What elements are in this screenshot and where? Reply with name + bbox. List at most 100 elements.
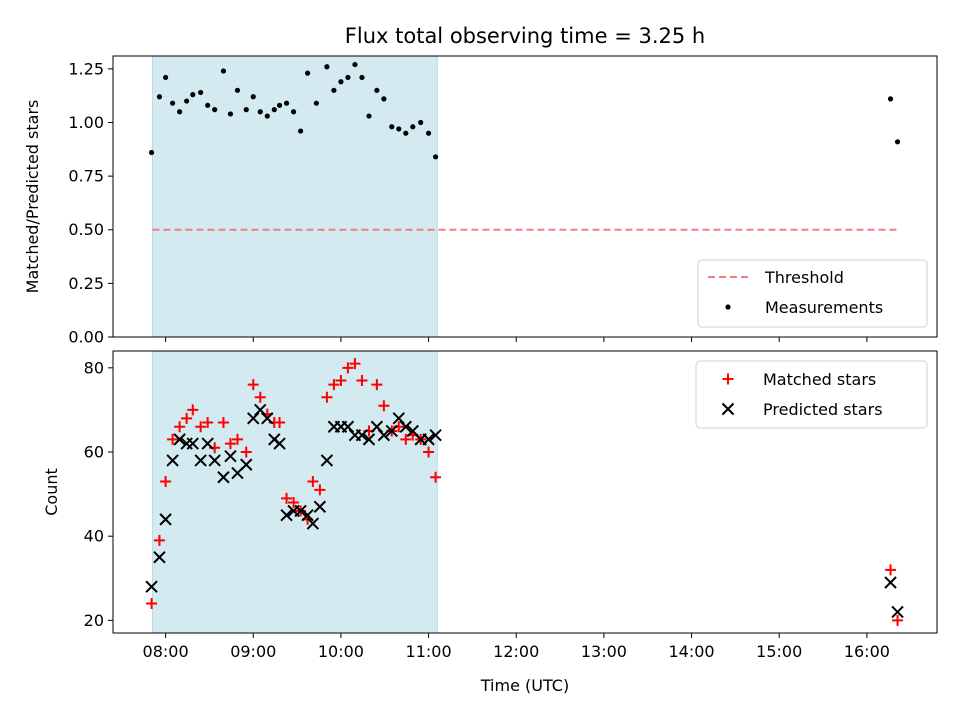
predicted-star-point [145, 580, 158, 593]
predicted-star-point [153, 551, 166, 564]
legend-measurements-label: Measurements [765, 298, 883, 317]
matched-star-point [160, 475, 172, 487]
predicted-star-point [294, 504, 307, 518]
measurement-point [290, 109, 297, 115]
matched-star-point [342, 362, 354, 374]
legend-box [695, 360, 928, 429]
measurement-point [894, 139, 901, 145]
bottom-y-tick-label: 60 [84, 443, 104, 462]
legend-threshold-label: Threshold [764, 268, 844, 287]
matched-star-point [400, 433, 412, 445]
top-y-tick-label: 0.00 [68, 328, 104, 347]
legend-predicted-label: Predicted stars [763, 400, 883, 419]
predicted-star-point [159, 513, 172, 526]
top-plot-frame [112, 55, 938, 338]
measurement-point [243, 107, 249, 113]
predicted-star-point [186, 437, 199, 450]
legend-predicted-swatch [721, 402, 735, 416]
measurement-point [352, 61, 358, 68]
chart-title: Flux total observing time = 3.25 h [345, 24, 705, 48]
measurement-point [418, 119, 424, 126]
measurement-point [324, 64, 330, 70]
matched-star-point [328, 379, 340, 391]
top-y-tick-label: 0.50 [68, 220, 104, 239]
matched-star-point [885, 564, 897, 576]
measurement-point [205, 102, 211, 108]
predicted-star-point [166, 454, 179, 467]
predicted-star-point [362, 433, 376, 446]
measurement-point [283, 100, 290, 106]
bottom-plot-frame [112, 350, 938, 634]
matched-star-point [224, 438, 236, 450]
measurement-point [220, 68, 227, 74]
x-tick-label: 14:00 [668, 642, 714, 661]
matched-star-point [314, 484, 326, 496]
predicted-star-point [399, 420, 412, 433]
measurement-point [338, 79, 344, 85]
matched-star-point [378, 400, 390, 412]
predicted-star-point [377, 428, 391, 442]
predicted-star-point [273, 437, 286, 450]
legend-matched-swatch [722, 373, 734, 385]
measurement-point [366, 113, 372, 119]
measurement-point [190, 92, 196, 98]
matched-star-point [167, 433, 179, 445]
matched-star-point [892, 614, 904, 626]
measurement-point [410, 124, 416, 130]
predicted-star-point [429, 428, 442, 442]
measurement-point [297, 128, 304, 134]
top-y-axis-label: Matched/Predicted stars [23, 100, 42, 294]
matched-star-point [371, 379, 383, 391]
measurement-point [234, 87, 241, 93]
legend-matched-label: Matched stars [763, 370, 876, 389]
bottom-y-tick-label: 80 [84, 358, 104, 377]
matched-star-point [217, 417, 229, 429]
predicted-star-point [208, 454, 221, 467]
predicted-star-point [422, 433, 435, 446]
bottom-observing-window-shade [151, 350, 438, 634]
predicted-star-point [194, 454, 207, 467]
measurement-point [425, 130, 432, 136]
x-tick-label: 11:00 [406, 642, 452, 661]
measurement-point [156, 94, 163, 100]
predicted-star-point [217, 471, 230, 484]
measurement-point [264, 113, 270, 119]
matched-star-point [195, 421, 207, 433]
bottom-panel: 20 40 60 80 08:00 09:00 10:00 11:00 12:00 13:00 1… [42, 350, 938, 695]
measurement-point [359, 74, 365, 81]
top-observing-window-shade [151, 55, 438, 338]
matched-star-point [430, 471, 442, 483]
measurement-point [887, 96, 894, 102]
matched-star-point [288, 497, 300, 509]
measurement-point [432, 154, 439, 160]
measurement-point [389, 124, 395, 130]
legend-measurements-swatch [725, 304, 731, 310]
top-y-tick-label: 1.00 [68, 113, 104, 132]
matched-star-point [174, 421, 186, 433]
top-legend: Threshold Measurements [697, 259, 928, 328]
measurement-point [403, 130, 409, 136]
matched-star-point [254, 391, 266, 403]
predicted-star-point [301, 508, 314, 522]
predicted-star-point [306, 517, 320, 530]
x-tick-label: 16:00 [844, 642, 890, 661]
measurement-point [250, 94, 256, 100]
predicted-star-point [261, 412, 274, 425]
x-tick-label: 10:00 [318, 642, 364, 661]
legend-box [697, 259, 928, 328]
matched-star-point [231, 433, 243, 445]
predicted-star-point [224, 450, 237, 463]
measurement-point [148, 149, 155, 156]
top-y-tick-label: 0.75 [68, 167, 104, 186]
predicted-star-point [884, 576, 897, 589]
predicted-star-point [201, 437, 214, 450]
x-tick-label: 08:00 [143, 642, 189, 661]
x-tick-label: 09:00 [230, 642, 276, 661]
matched-star-point [307, 475, 319, 487]
bottom-legend: Matched stars Predicted stars [695, 360, 928, 429]
x-axis-label: Time (UTC) [480, 676, 569, 695]
measurement-point [177, 109, 183, 115]
matched-star-point [321, 391, 333, 403]
measurement-point [313, 100, 319, 106]
